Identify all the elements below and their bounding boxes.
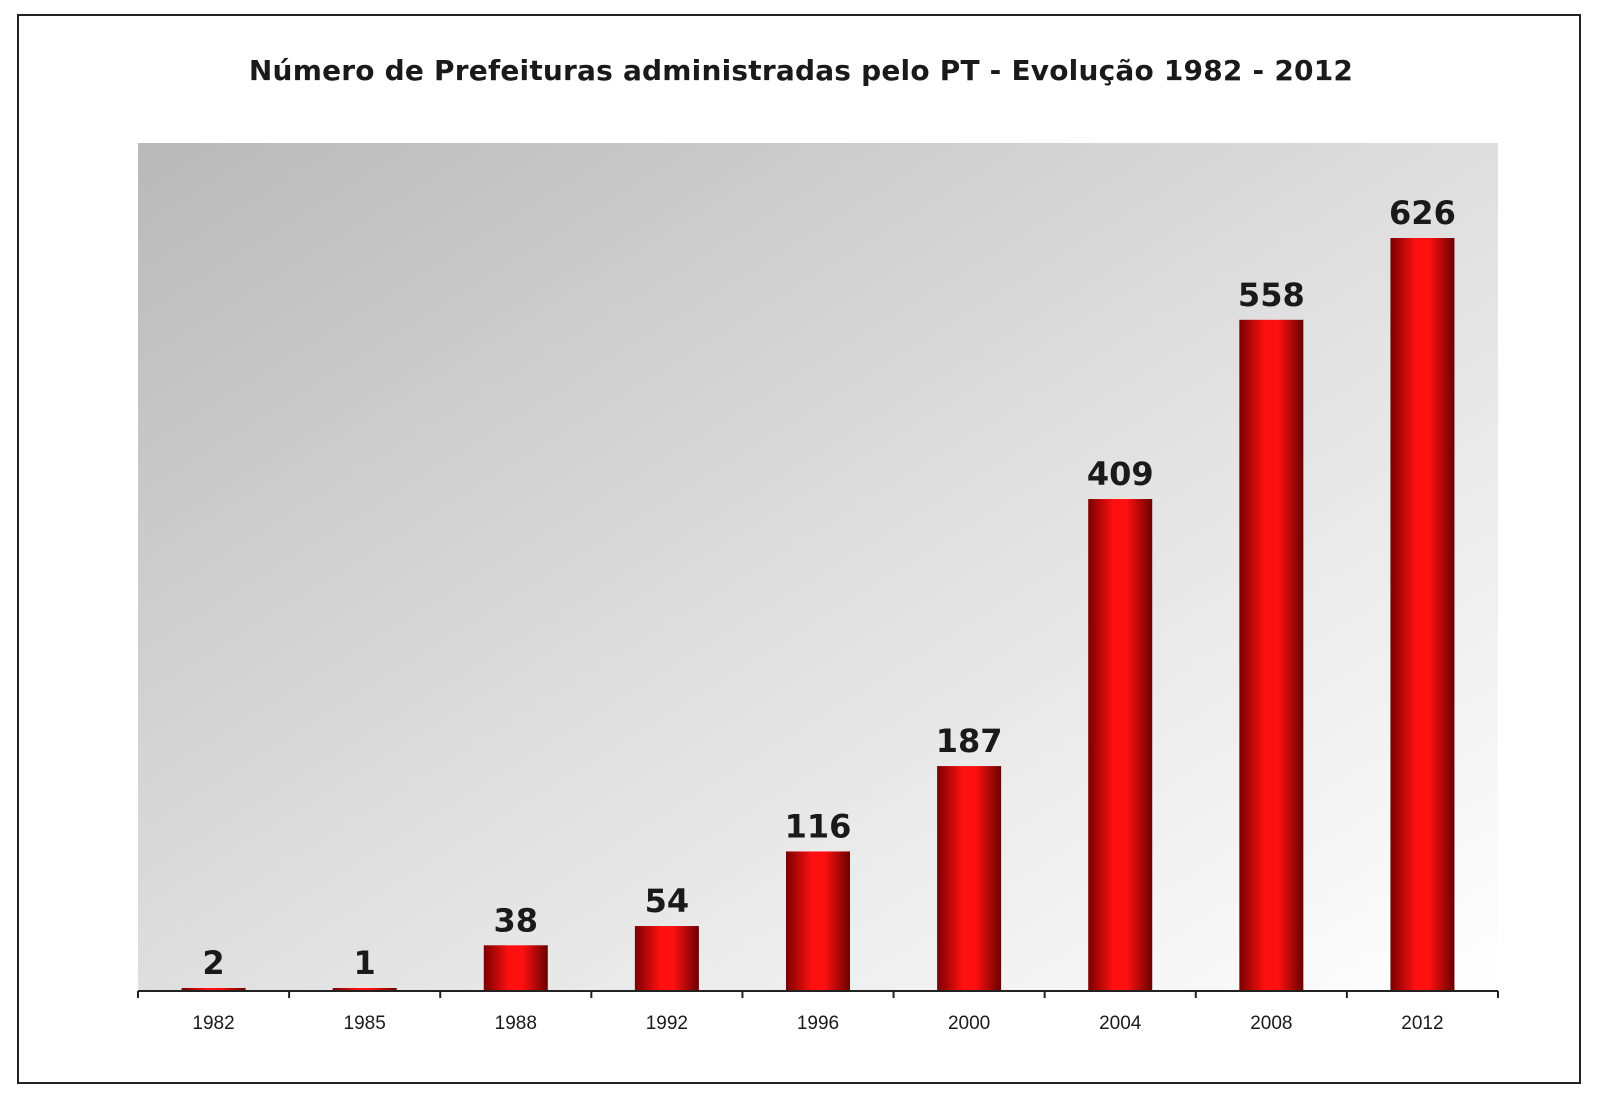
data-label-1988: 38	[494, 901, 539, 939]
bar-2008	[1239, 319, 1304, 991]
x-tick-label-1982: 1982	[192, 1013, 234, 1034]
x-tick-label-1988: 1988	[495, 1013, 537, 1034]
bar-1992	[634, 926, 699, 991]
x-tick-label-2012: 2012	[1401, 1013, 1443, 1034]
x-tick-label-2004: 2004	[1099, 1013, 1142, 1034]
data-label-2012: 626	[1389, 194, 1456, 232]
bar-1996	[786, 851, 850, 991]
x-tick-label-2008: 2008	[1250, 1013, 1292, 1034]
bar-2012	[1390, 238, 1455, 991]
x-tick-label-1996: 1996	[797, 1013, 839, 1034]
data-label-2008: 558	[1238, 276, 1305, 314]
x-tick-label-1992: 1992	[646, 1013, 688, 1034]
data-label-1996: 116	[785, 807, 852, 845]
x-tick-label-2000: 2000	[948, 1013, 990, 1034]
bar-1985	[332, 988, 397, 991]
bar-1988	[483, 945, 548, 991]
data-label-1985: 1	[354, 944, 376, 982]
data-label-1982: 2	[202, 944, 224, 982]
bar-2000	[937, 766, 1002, 991]
data-label-2004: 409	[1087, 455, 1154, 493]
x-tick-label-1985: 1985	[344, 1013, 386, 1034]
chart-title: Número de Prefeituras administradas pelo…	[248, 54, 1354, 87]
bar-2004	[1088, 499, 1153, 991]
data-label-2000: 187	[936, 722, 1003, 760]
data-label-1992: 54	[645, 882, 690, 920]
bar-1982	[181, 988, 246, 991]
